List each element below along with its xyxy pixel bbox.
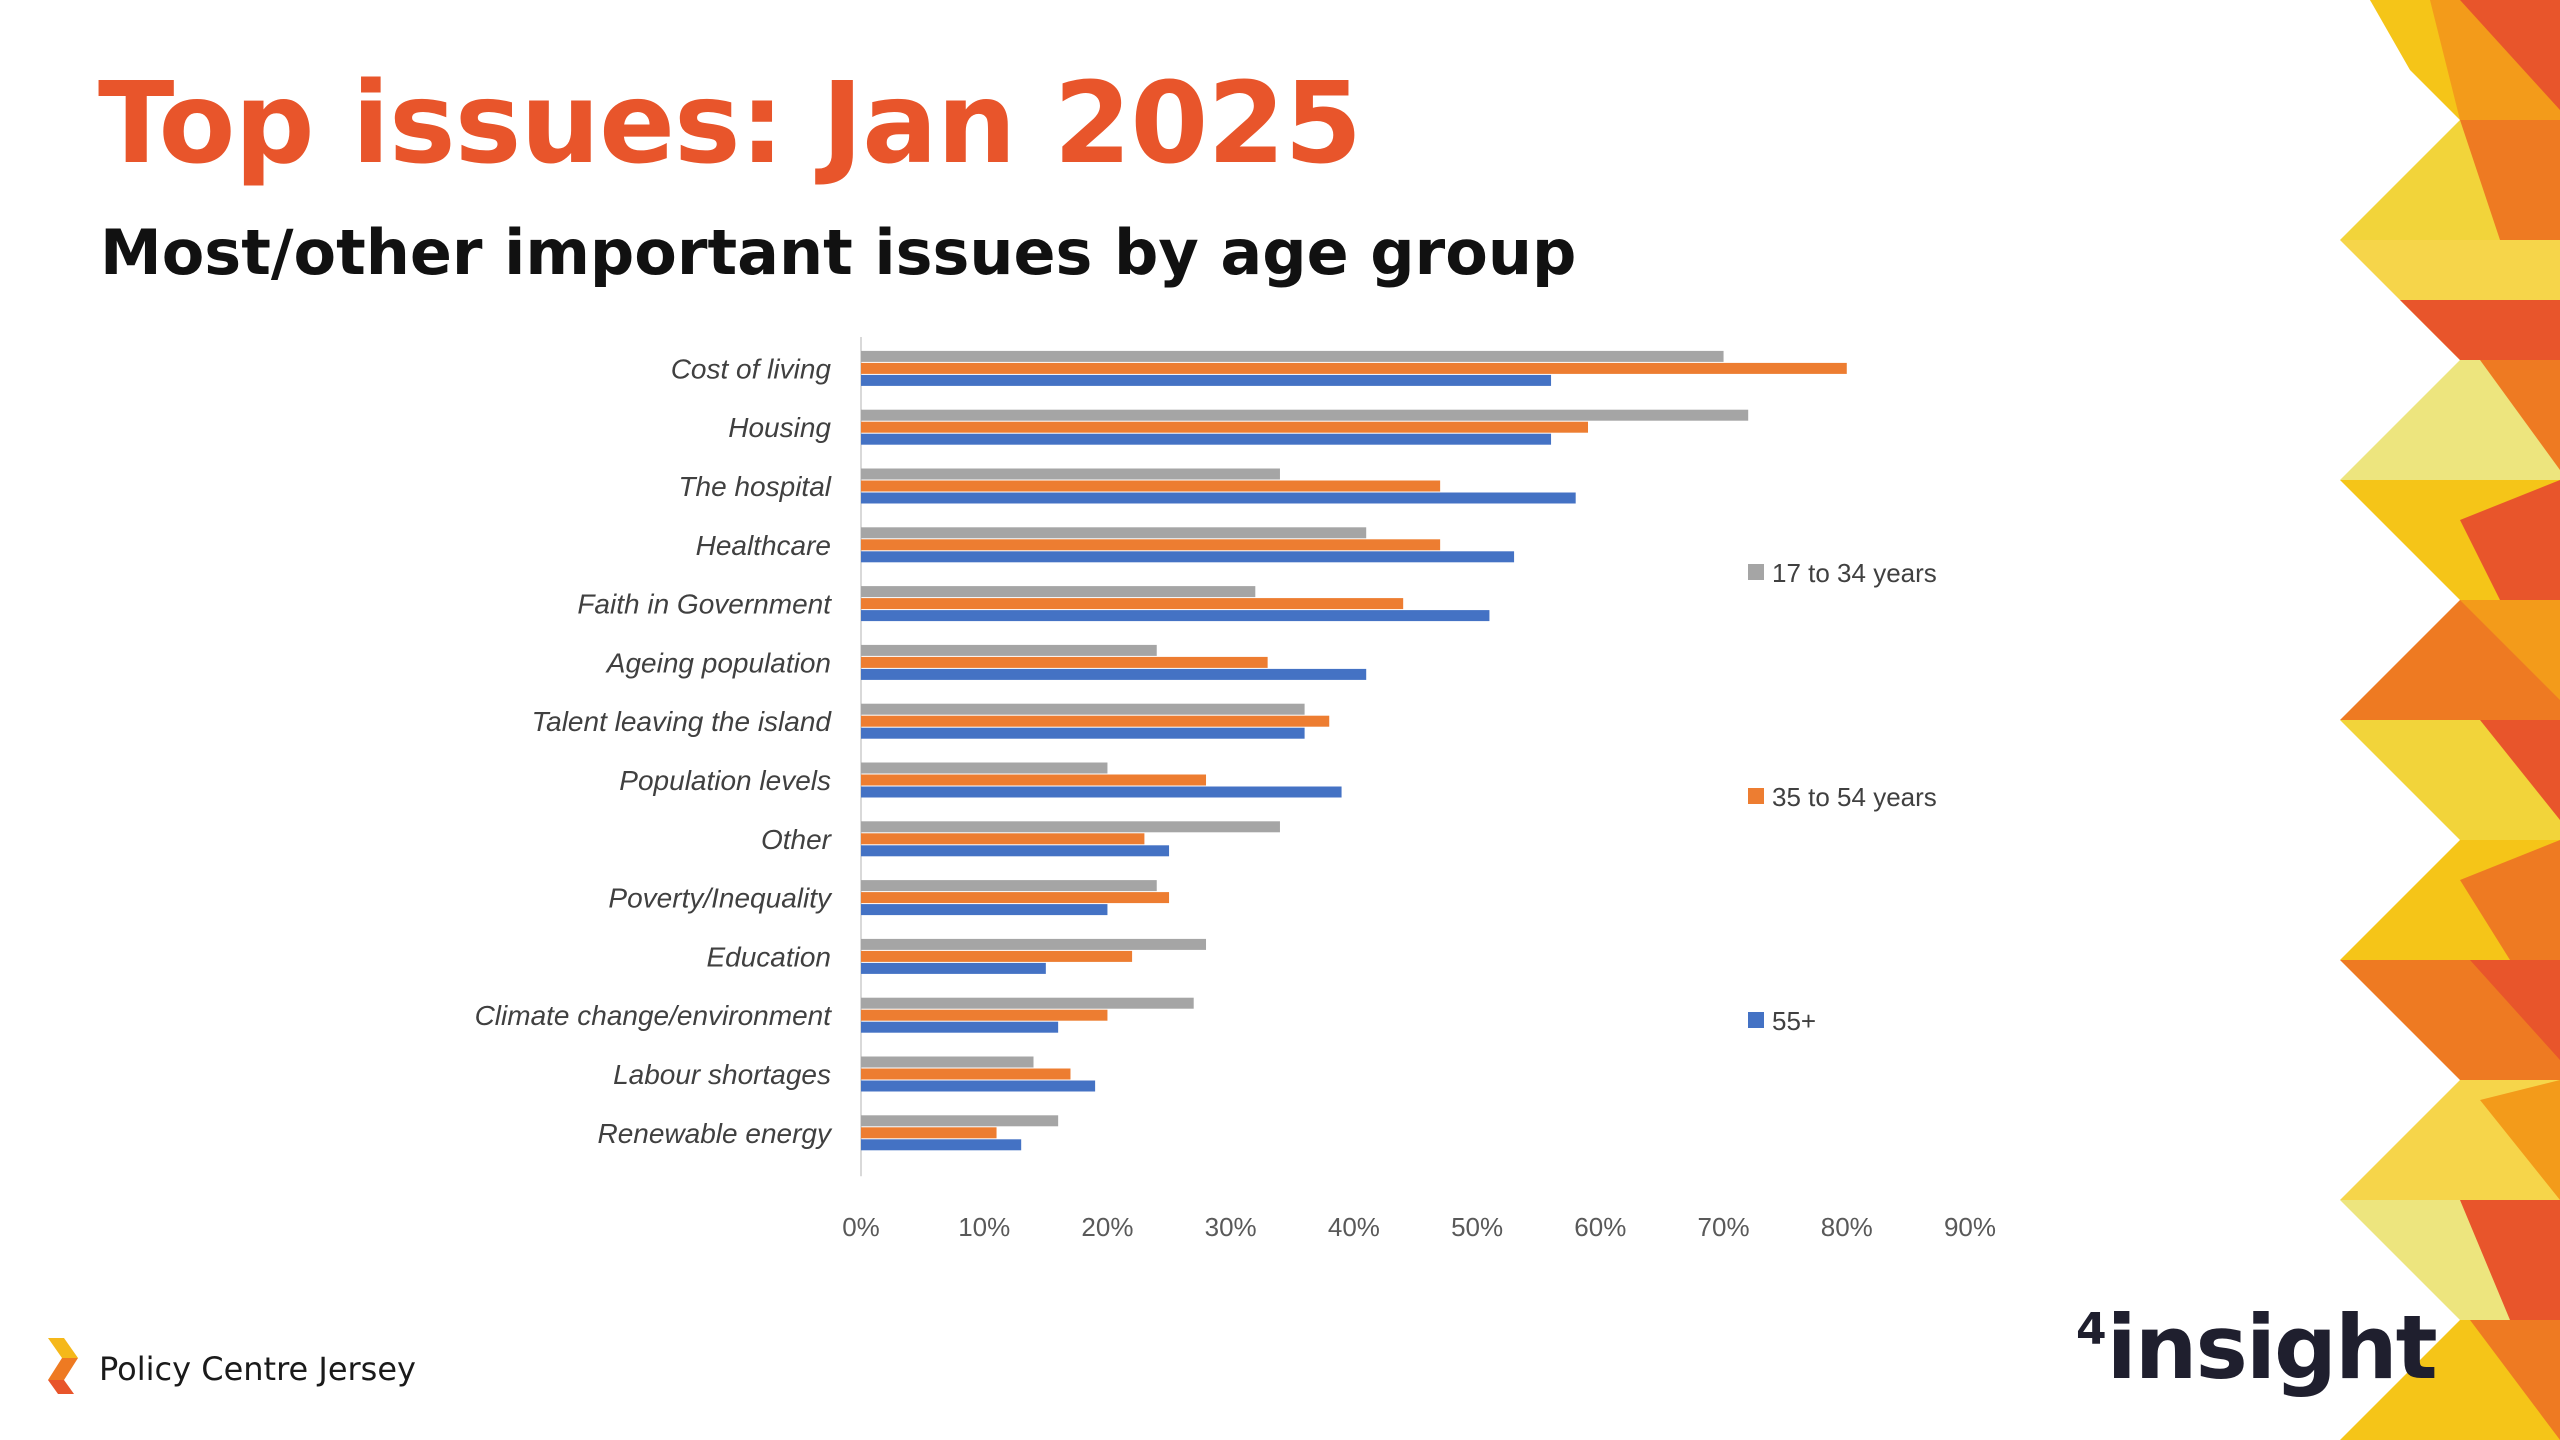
category-label: Ageing population: [605, 647, 831, 678]
bar: [861, 762, 1108, 774]
category-label: Renewable energy: [598, 1118, 833, 1149]
category-label: Population levels: [619, 765, 831, 796]
x-tick-label: 90%: [1944, 1212, 1996, 1240]
bar: [861, 715, 1330, 727]
x-tick-label: 50%: [1451, 1212, 1503, 1240]
x-tick-label: 20%: [1081, 1212, 1133, 1240]
brand-superscript: 4: [2076, 1304, 2107, 1355]
subtitle-rest: important issues by age group: [482, 216, 1577, 289]
category-label: Climate change/environment: [475, 1000, 833, 1031]
x-tick-label: 0%: [842, 1212, 880, 1240]
bar: [861, 492, 1576, 504]
legend-label: 55+: [1772, 1006, 1816, 1036]
age-group-bar-chart: Cost of living Housing The hospital Health…: [475, 337, 1996, 1240]
bar: [861, 904, 1108, 916]
bar: [861, 527, 1367, 539]
bar: [861, 480, 1441, 492]
x-tick-label: 70%: [1698, 1212, 1750, 1240]
brand-logo: 4insight: [2076, 1296, 2438, 1399]
bar: [861, 880, 1157, 892]
subtitle-bold: Most/other: [100, 216, 483, 289]
legend-label: 17 to 34 years: [1772, 558, 1937, 588]
bar: [861, 1080, 1096, 1092]
bar: [861, 950, 1133, 962]
slide-title: Top issues: Jan 2025: [98, 59, 1362, 189]
bar: [861, 362, 1847, 374]
bar: [861, 821, 1280, 833]
bar: [861, 962, 1046, 974]
bar: [861, 892, 1170, 904]
bar: [861, 433, 1552, 445]
bar: [861, 727, 1305, 739]
bar: [861, 1068, 1071, 1080]
bar: [861, 644, 1157, 656]
decorative-chevron-pattern: [2340, 0, 2560, 1440]
category-label: Talent leaving the island: [532, 706, 833, 737]
category-label: Education: [706, 941, 831, 972]
bar: [861, 610, 1490, 622]
bar: [861, 1115, 1059, 1127]
bar: [861, 551, 1515, 563]
bar: [861, 1021, 1059, 1033]
brand-name: insight: [2106, 1296, 2438, 1399]
category-label: Other: [761, 824, 833, 855]
bar: [861, 845, 1170, 857]
category-label: Faith in Government: [577, 589, 832, 620]
x-tick-label: 40%: [1328, 1212, 1380, 1240]
policy-centre-logo-icon: [48, 1338, 78, 1394]
x-tick-label: 10%: [958, 1212, 1010, 1240]
legend-swatch: [1748, 1012, 1764, 1028]
x-tick-label: 30%: [1205, 1212, 1257, 1240]
x-tick-label: 60%: [1574, 1212, 1626, 1240]
bar: [861, 833, 1145, 845]
category-label: Healthcare: [696, 530, 831, 561]
bar: [861, 586, 1256, 598]
bar: [861, 374, 1552, 386]
x-tick-label: 80%: [1821, 1212, 1873, 1240]
bar: [861, 786, 1342, 798]
bar: [861, 539, 1441, 551]
legend-label: 35 to 54 years: [1772, 782, 1937, 812]
bar: [861, 598, 1404, 610]
bar: [861, 938, 1207, 950]
bar: [861, 421, 1589, 433]
bar: [861, 1009, 1108, 1021]
chevron-band: [2340, 0, 2560, 1440]
category-label: The hospital: [678, 471, 831, 502]
bar: [861, 668, 1367, 680]
bar: [861, 1139, 1022, 1151]
bar: [861, 774, 1207, 786]
bar: [861, 703, 1305, 715]
bar: [861, 468, 1280, 480]
bar: [861, 350, 1724, 362]
footer-organisation-name: Policy Centre Jersey: [99, 1350, 416, 1388]
bar: [861, 997, 1194, 1009]
category-label: Housing: [728, 412, 831, 443]
bar: [861, 409, 1749, 421]
category-label: Labour shortages: [613, 1059, 831, 1090]
legend-swatch: [1748, 564, 1764, 580]
category-label: Cost of living: [671, 353, 832, 384]
bar: [861, 1127, 997, 1139]
bar: [861, 656, 1268, 668]
slide-subtitle: Most/other important issues by age group: [100, 216, 1576, 290]
category-label: Poverty/Inequality: [608, 883, 833, 914]
legend-swatch: [1748, 788, 1764, 804]
bar: [861, 1056, 1034, 1068]
